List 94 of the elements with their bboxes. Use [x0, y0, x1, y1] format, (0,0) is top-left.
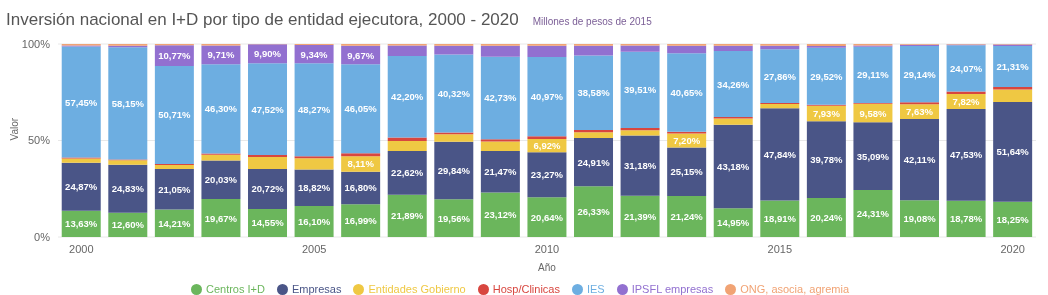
data-label: 51,64%: [996, 146, 1030, 158]
data-label: 27,86%: [763, 70, 797, 82]
data-label: 20,03%: [204, 174, 238, 186]
data-label: 21,89%: [391, 210, 424, 222]
data-label: 47,84%: [763, 148, 797, 160]
data-label: 34,26%: [717, 78, 750, 90]
data-label: 57,45%: [65, 96, 98, 108]
data-label: 18,78%: [949, 213, 983, 225]
legend-label: Entidades Gobierno: [368, 283, 466, 295]
data-label: 21,05%: [158, 183, 192, 195]
data-label: 39,78%: [810, 154, 844, 166]
data-label: 29,14%: [903, 68, 937, 80]
data-label: 40,32%: [437, 87, 471, 99]
data-label: 8,11%: [347, 158, 375, 170]
data-label: 7,82%: [952, 95, 981, 107]
data-label: 19,67%: [204, 212, 238, 224]
data-label: 46,05%: [344, 103, 378, 115]
data-label: 23,12%: [484, 209, 518, 221]
x-tick-label: 2020: [1000, 242, 1025, 255]
legend-label: Centros I+D: [205, 283, 265, 295]
data-label: 21,24%: [670, 211, 704, 222]
x-tick-label: 2000: [69, 242, 94, 255]
data-label: 38,58%: [577, 87, 611, 99]
legend-label: Empresas: [291, 283, 342, 295]
data-label: 21,31%: [996, 60, 1030, 72]
data-label: 9,58%: [859, 107, 887, 119]
data-label: 22,62%: [391, 167, 424, 179]
data-label: 20,72%: [251, 183, 285, 195]
x-tick-label: 2010: [534, 242, 560, 255]
legend-label: ONG, asocia, agremia: [740, 283, 850, 295]
data-label: 9,67%: [347, 49, 375, 61]
data-label: 40,97%: [530, 91, 564, 103]
data-label: 42,73%: [484, 92, 518, 104]
data-label: 16,99%: [344, 215, 378, 227]
legend-label: IPSFL empresas: [631, 283, 714, 295]
data-label: 23,27%: [530, 169, 564, 181]
y-axis-title: Valor: [8, 117, 20, 141]
data-label: 31,18%: [623, 160, 657, 172]
data-label: 26,33%: [577, 206, 611, 218]
data-label: 42,11%: [903, 154, 936, 166]
data-label: 12,60%: [111, 219, 145, 231]
data-label: 39,51%: [623, 84, 657, 96]
data-label: 29,52%: [810, 70, 844, 82]
data-label: 20,24%: [810, 211, 844, 223]
data-label: 14,95%: [717, 217, 750, 229]
data-label: 18,82%: [297, 182, 331, 194]
data-label: 58,15%: [111, 97, 145, 109]
chart-title: Inversión nacional en I+D por tipo de entidad ejecutora, 2000 - 2020: [6, 10, 519, 30]
data-label: 24,91%: [577, 156, 611, 168]
data-label: 24,83%: [111, 183, 145, 195]
data-label: 24,31%: [856, 208, 890, 220]
data-label: 7,93%: [812, 108, 841, 120]
data-label: 47,53%: [949, 149, 983, 161]
data-label: 18,25%: [996, 213, 1030, 225]
data-label: 7,20%: [673, 135, 701, 147]
data-label: 21,39%: [623, 210, 657, 222]
x-tick-label: 2005: [301, 242, 327, 255]
chart-subtitle: Millones de pesos de 2015: [532, 16, 652, 27]
data-label: 42,20%: [391, 91, 424, 103]
x-tick-label: 2015: [767, 242, 793, 255]
y-tick-label: 0%: [34, 230, 51, 243]
data-label: 7,63%: [906, 106, 934, 118]
data-label: 13,63%: [65, 218, 98, 230]
data-label: 47,52%: [251, 103, 285, 115]
x-axis-title: Año: [538, 262, 557, 273]
data-label: 40,65%: [670, 86, 704, 98]
data-label: 43,18%: [717, 160, 750, 172]
data-label: 10,77%: [158, 50, 192, 62]
y-tick-label: 50%: [27, 134, 51, 147]
data-label: 18,91%: [763, 213, 797, 225]
data-label: 21,47%: [484, 166, 518, 178]
y-tick-label: 100%: [21, 37, 51, 50]
data-label: 50,71%: [158, 109, 192, 121]
data-label: 25,15%: [670, 166, 704, 178]
data-label: 19,08%: [903, 213, 937, 225]
data-label: 14,21%: [158, 217, 192, 229]
data-label: 24,07%: [949, 62, 983, 74]
data-label: 6,92%: [533, 140, 561, 152]
legend-label: IES: [586, 283, 605, 295]
data-label: 14,55%: [251, 217, 285, 229]
legend-label: Hosp/Clinicas: [492, 283, 560, 295]
data-label: 9,71%: [207, 49, 235, 61]
data-label: 20,64%: [530, 211, 564, 223]
data-label: 46,30%: [204, 103, 238, 115]
data-label: 29,84%: [437, 164, 471, 176]
data-label: 35,09%: [856, 150, 890, 162]
data-label: 24,87%: [65, 181, 98, 193]
data-label: 9,34%: [300, 48, 329, 60]
data-label: 48,27%: [297, 104, 331, 116]
data-label: 16,80%: [344, 182, 378, 194]
data-label: 9,90%: [254, 48, 282, 60]
data-label: 19,56%: [437, 212, 471, 224]
data-label: 16,10%: [297, 215, 331, 227]
data-label: 29,11%: [857, 69, 890, 81]
